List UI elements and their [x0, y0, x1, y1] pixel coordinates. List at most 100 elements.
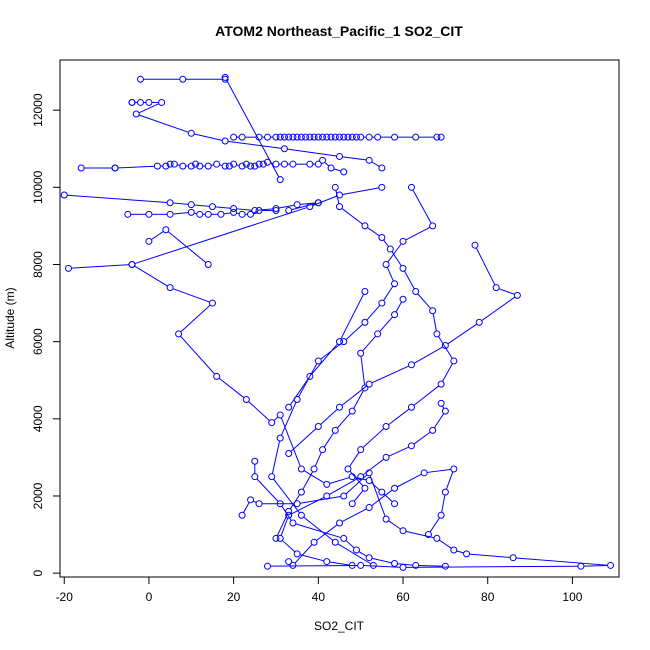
series-6: [124, 206, 280, 218]
series-segment: [257, 208, 274, 211]
data-point: [407, 403, 415, 411]
series-segment: [289, 378, 309, 406]
data-point: [412, 287, 420, 295]
series-segment: [256, 478, 279, 502]
series-segment: [215, 206, 231, 209]
data-point: [297, 133, 305, 141]
data-point: [450, 357, 458, 365]
series-segment: [405, 530, 435, 539]
series-segment: [138, 114, 189, 133]
data-point: [276, 500, 284, 508]
series-segment: [223, 212, 231, 215]
data-point: [170, 160, 178, 168]
series-segment: [395, 301, 403, 313]
series-segment: [273, 478, 300, 514]
data-point: [323, 480, 331, 488]
data-point: [285, 133, 293, 141]
data-point: [162, 162, 170, 170]
data-point: [365, 554, 373, 562]
data-point: [255, 160, 263, 168]
data-point: [378, 164, 386, 172]
series-segment: [442, 363, 453, 382]
data-point: [391, 133, 399, 141]
data-point: [302, 133, 310, 141]
data-point: [441, 488, 449, 496]
series-segment: [341, 385, 368, 406]
data-point: [306, 372, 314, 380]
data-point: [297, 465, 305, 473]
series-segment: [439, 539, 452, 549]
data-point: [441, 407, 449, 415]
y-axis-label: Altitude (m): [3, 287, 17, 348]
series-segment: [71, 264, 130, 269]
data-point: [433, 330, 441, 338]
data-point: [264, 562, 272, 570]
data-point: [166, 160, 174, 168]
data-point: [475, 318, 483, 326]
series-segment: [323, 432, 335, 448]
data-point: [192, 160, 200, 168]
data-point: [264, 133, 272, 141]
series-segment: [337, 543, 372, 565]
data-point: [276, 534, 284, 542]
series-segment: [167, 231, 207, 263]
data-point: [310, 133, 318, 141]
series-segment: [194, 204, 210, 207]
data-point: [361, 287, 369, 295]
data-point: [314, 199, 322, 207]
data-point: [357, 349, 365, 357]
data-point: [344, 465, 352, 473]
series-segment: [280, 402, 297, 436]
data-point: [247, 162, 255, 170]
data-point: [361, 384, 369, 392]
series-segment: [314, 452, 322, 467]
data-point: [179, 75, 187, 83]
series-segment: [432, 313, 437, 332]
data-point: [399, 237, 407, 245]
data-point: [196, 210, 204, 218]
data-point: [297, 511, 305, 519]
x-tick-label: 0: [146, 590, 153, 604]
data-point: [293, 500, 301, 508]
data-point: [437, 399, 445, 407]
data-point: [340, 168, 348, 176]
series-segment: [287, 148, 337, 157]
data-point: [399, 563, 407, 571]
data-point: [357, 473, 365, 481]
data-point: [382, 515, 390, 523]
data-point: [255, 133, 263, 141]
data-point: [272, 133, 280, 141]
data-point: [166, 199, 174, 207]
data-point: [251, 473, 259, 481]
data-point: [230, 205, 238, 213]
series-18: [276, 399, 449, 569]
series-segment: [418, 565, 443, 567]
data-point: [297, 488, 305, 496]
data-point: [280, 145, 288, 153]
series-5: [60, 191, 322, 214]
series-segment: [236, 208, 252, 211]
data-point: [327, 133, 335, 141]
data-point: [230, 208, 238, 216]
data-point: [340, 133, 348, 141]
data-point: [293, 201, 301, 209]
series-segment: [333, 168, 342, 172]
data-point: [378, 299, 386, 307]
series-segment: [342, 156, 367, 161]
data-point: [293, 550, 301, 558]
data-point: [238, 162, 246, 170]
data-point: [264, 158, 272, 166]
series-segment: [371, 557, 392, 564]
x-axis-label: SO2_CIT: [314, 619, 365, 633]
data-point: [513, 291, 521, 299]
data-point: [323, 492, 331, 500]
data-point: [391, 311, 399, 319]
data-point: [204, 210, 212, 218]
data-point: [162, 226, 170, 234]
series-segment: [271, 440, 281, 474]
series-segment: [481, 296, 516, 322]
series-14: [285, 287, 369, 411]
series-segment: [243, 502, 250, 513]
series-segment: [413, 385, 440, 406]
